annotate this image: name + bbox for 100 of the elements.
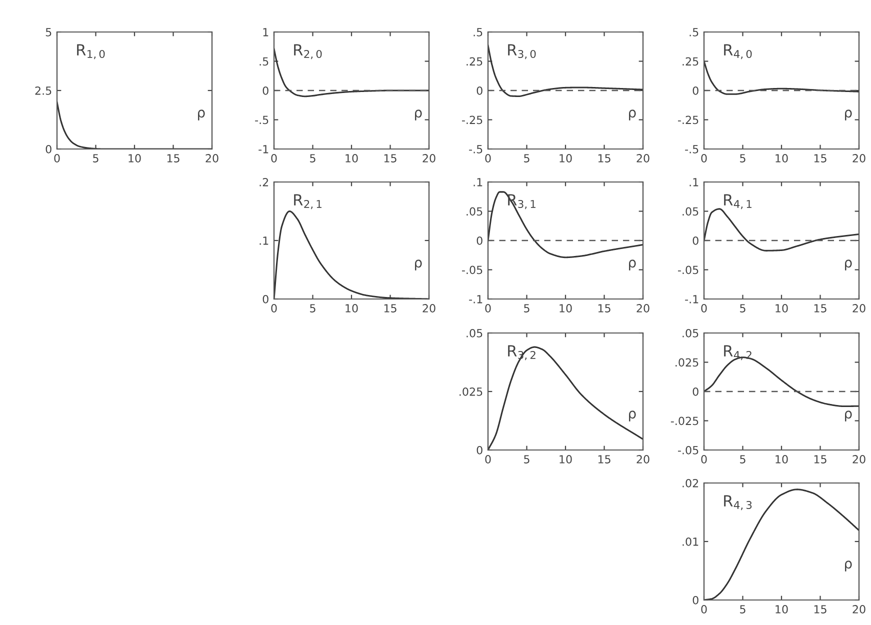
x-tick-label: 15 bbox=[167, 154, 180, 162]
y-tick-label: 0 bbox=[262, 86, 268, 95]
y-tick-label: .05 bbox=[466, 207, 482, 216]
x-tick-label: 10 bbox=[776, 605, 788, 614]
x-tick-label: 0 bbox=[701, 304, 707, 312]
x-tick-label: 15 bbox=[598, 304, 610, 312]
x-tick-label: 10 bbox=[776, 455, 788, 464]
x-tick-label: 15 bbox=[598, 154, 610, 162]
x-tick-label: 20 bbox=[422, 154, 436, 162]
y-tick-label: 0 bbox=[476, 86, 482, 95]
y-tick-label: 0 bbox=[692, 387, 698, 396]
x-tick-label: 15 bbox=[384, 304, 396, 312]
x-tick-label: 5 bbox=[740, 455, 746, 464]
text: R$_{4,1}$ bbox=[724, 194, 752, 210]
x-tick-label: 10 bbox=[776, 154, 788, 162]
x-tick-label: 15 bbox=[598, 455, 610, 464]
x-tick-label: 10 bbox=[346, 304, 358, 312]
x-tick-label: 20 bbox=[636, 455, 650, 464]
x-tick-label: 20 bbox=[206, 154, 218, 162]
x-axis-title: ρ bbox=[629, 260, 636, 270]
x-tick-label: 5 bbox=[93, 154, 98, 162]
x-tick-label: 0 bbox=[485, 304, 491, 312]
y-tick-label: -1 bbox=[258, 145, 268, 154]
x-axis-title: ρ bbox=[845, 260, 852, 270]
y-tick-label: -.05 bbox=[462, 266, 482, 274]
x-axis-title: ρ bbox=[629, 410, 636, 422]
x-tick-label: 0 bbox=[485, 455, 491, 464]
x-tick-label: 20 bbox=[852, 154, 866, 162]
text: R$_{2,1}$ bbox=[294, 194, 322, 210]
y-tick-label: -.5 bbox=[255, 116, 268, 124]
x-tick-label: 5 bbox=[740, 304, 746, 312]
y-tick-label: .5 bbox=[260, 57, 268, 66]
x-tick-label: 5 bbox=[310, 154, 316, 162]
x-tick-label: 15 bbox=[814, 605, 826, 614]
x-axis-title: ρ bbox=[629, 110, 636, 120]
x-tick-label: 5 bbox=[740, 605, 746, 614]
x-axis-title: ρ bbox=[845, 110, 852, 120]
y-tick-label: -.025 bbox=[670, 416, 698, 426]
y-tick-label: .1 bbox=[690, 178, 698, 186]
x-tick-label: 15 bbox=[814, 304, 826, 312]
x-tick-label: 10 bbox=[560, 304, 572, 312]
y-tick-label: 0 bbox=[476, 446, 482, 454]
y-tick-label: .25 bbox=[466, 57, 482, 66]
x-axis-title: ρ bbox=[845, 410, 852, 422]
x-tick-label: 20 bbox=[636, 154, 650, 162]
x-tick-label: 0 bbox=[701, 605, 707, 614]
x-tick-label: 20 bbox=[852, 455, 866, 464]
y-tick-label: -.1 bbox=[685, 295, 698, 304]
y-tick-label: .025 bbox=[676, 358, 698, 367]
x-tick-label: 10 bbox=[346, 154, 358, 162]
y-tick-label: .2 bbox=[260, 178, 268, 186]
x-tick-label: 0 bbox=[485, 154, 491, 162]
x-tick-label: 5 bbox=[524, 154, 530, 162]
y-tick-label: -.5 bbox=[469, 145, 482, 154]
y-tick-label: .05 bbox=[682, 207, 698, 216]
text: R$_{2,0}$ bbox=[294, 44, 322, 60]
x-tick-label: 10 bbox=[128, 154, 141, 162]
y-tick-label: .01 bbox=[682, 537, 698, 546]
x-axis-title: ρ bbox=[415, 260, 422, 270]
y-tick-label: 0 bbox=[692, 86, 698, 95]
y-tick-label: .05 bbox=[682, 328, 698, 338]
y-tick-label: 0 bbox=[692, 236, 698, 245]
y-tick-label: .25 bbox=[682, 57, 698, 66]
y-tick-label: -.5 bbox=[685, 145, 698, 154]
x-tick-label: 10 bbox=[776, 304, 788, 312]
x-tick-label: 5 bbox=[524, 304, 530, 312]
x-tick-label: 5 bbox=[524, 455, 530, 464]
x-tick-label: 10 bbox=[560, 455, 572, 464]
y-tick-label: 0 bbox=[692, 596, 698, 604]
y-tick-label: 0 bbox=[262, 294, 268, 304]
y-tick-label: 0 bbox=[476, 236, 482, 245]
y-tick-label: 1 bbox=[263, 28, 268, 36]
x-tick-label: 20 bbox=[422, 304, 436, 312]
y-tick-label: -.25 bbox=[678, 116, 698, 124]
x-tick-label: 15 bbox=[384, 154, 396, 162]
y-tick-label: .5 bbox=[474, 28, 482, 36]
y-tick-label: .1 bbox=[474, 178, 482, 186]
y-tick-label: -.25 bbox=[462, 116, 482, 124]
x-tick-label: 15 bbox=[814, 455, 826, 464]
x-tick-label: 0 bbox=[54, 154, 60, 162]
y-tick-label: .5 bbox=[690, 28, 698, 36]
text: R$_{1,0}$ bbox=[77, 44, 105, 60]
x-tick-label: 15 bbox=[814, 154, 826, 162]
x-axis-title: ρ bbox=[415, 110, 422, 120]
y-tick-label: -.1 bbox=[469, 295, 482, 304]
x-tick-label: 0 bbox=[701, 455, 707, 464]
x-tick-label: 20 bbox=[852, 605, 866, 614]
x-tick-label: 20 bbox=[636, 304, 650, 312]
x-tick-label: 5 bbox=[740, 154, 746, 162]
text: R$_{4,3}$ bbox=[724, 495, 752, 510]
x-axis-title: ρ bbox=[845, 560, 852, 572]
x-axis-title: ρ bbox=[198, 110, 205, 120]
y-tick-label: 5 bbox=[46, 28, 52, 36]
y-tick-label: .02 bbox=[682, 478, 698, 488]
x-tick-label: 10 bbox=[560, 154, 572, 162]
text: R$_{4,0}$ bbox=[724, 44, 752, 60]
y-tick-label: -.05 bbox=[678, 266, 698, 274]
y-tick-label: .025 bbox=[460, 387, 482, 396]
y-tick-label: .05 bbox=[466, 328, 482, 338]
y-tick-label: -.05 bbox=[678, 446, 698, 454]
